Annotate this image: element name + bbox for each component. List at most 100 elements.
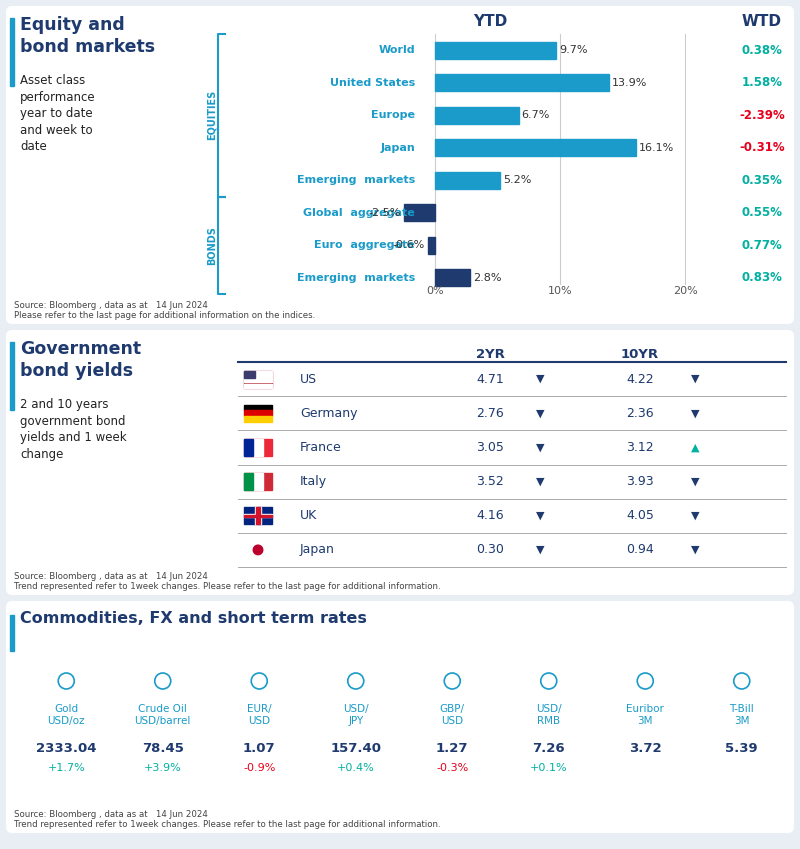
Text: 0.35%: 0.35% bbox=[742, 174, 782, 187]
Text: Government
bond yields: Government bond yields bbox=[20, 340, 141, 380]
Text: Crude Oil: Crude Oil bbox=[138, 704, 187, 714]
Text: Commodities, FX and short term rates: Commodities, FX and short term rates bbox=[20, 611, 367, 626]
Bar bbox=[244, 439, 262, 456]
Text: 3.05: 3.05 bbox=[476, 441, 504, 454]
Text: 2333.04: 2333.04 bbox=[36, 743, 97, 756]
Text: ▼: ▼ bbox=[536, 545, 544, 555]
Text: 5.39: 5.39 bbox=[726, 743, 758, 756]
Text: GBP/: GBP/ bbox=[440, 704, 465, 714]
Text: 4.22: 4.22 bbox=[626, 373, 654, 385]
Text: 2.8%: 2.8% bbox=[473, 273, 502, 283]
Text: 0.55%: 0.55% bbox=[742, 206, 782, 219]
Bar bbox=[255, 507, 261, 524]
Bar bbox=[244, 381, 272, 382]
Bar bbox=[244, 376, 272, 377]
Text: ▼: ▼ bbox=[690, 476, 699, 486]
FancyBboxPatch shape bbox=[6, 6, 794, 324]
Bar bbox=[244, 379, 272, 380]
Bar bbox=[435, 107, 518, 124]
Bar bbox=[435, 42, 556, 59]
Text: UK: UK bbox=[300, 509, 318, 522]
Text: US: US bbox=[300, 373, 317, 385]
Text: 1.07: 1.07 bbox=[243, 743, 275, 756]
Text: 1.58%: 1.58% bbox=[742, 76, 782, 89]
Bar bbox=[10, 342, 14, 410]
Text: World: World bbox=[378, 45, 415, 55]
Text: 0%: 0% bbox=[426, 286, 444, 296]
Text: France: France bbox=[300, 441, 342, 454]
Text: 78.45: 78.45 bbox=[142, 743, 184, 756]
Text: ▼: ▼ bbox=[536, 374, 544, 384]
Text: EQUITIES: EQUITIES bbox=[207, 90, 217, 140]
Bar bbox=[244, 542, 272, 559]
Text: USD: USD bbox=[248, 716, 270, 726]
Bar bbox=[427, 237, 435, 254]
Text: BONDS: BONDS bbox=[207, 226, 217, 265]
Text: ▼: ▼ bbox=[690, 511, 699, 520]
Text: 20%: 20% bbox=[673, 286, 698, 296]
Bar bbox=[244, 473, 254, 490]
Bar bbox=[244, 507, 272, 524]
Text: USD/oz: USD/oz bbox=[47, 716, 85, 726]
Text: ▼: ▼ bbox=[536, 442, 544, 453]
Text: ▲: ▲ bbox=[690, 442, 699, 453]
Text: Japan: Japan bbox=[300, 543, 335, 556]
Bar bbox=[244, 370, 272, 372]
Text: USD/barrel: USD/barrel bbox=[134, 716, 191, 726]
Text: ▼: ▼ bbox=[536, 476, 544, 486]
Text: 2YR: 2YR bbox=[475, 348, 505, 361]
Bar bbox=[244, 439, 254, 456]
Text: EUR/: EUR/ bbox=[247, 704, 271, 714]
Bar bbox=[10, 18, 14, 86]
FancyBboxPatch shape bbox=[6, 330, 794, 595]
Text: -0.31%: -0.31% bbox=[739, 141, 785, 155]
Bar bbox=[244, 410, 272, 416]
Text: 0.30: 0.30 bbox=[476, 543, 504, 556]
Bar bbox=[244, 514, 272, 517]
Bar bbox=[244, 439, 272, 456]
Text: -0.6%: -0.6% bbox=[392, 240, 425, 250]
Text: Gold: Gold bbox=[54, 704, 78, 714]
Text: Italy: Italy bbox=[300, 475, 327, 488]
Text: YTD: YTD bbox=[473, 14, 507, 29]
Text: Emerging  markets: Emerging markets bbox=[297, 175, 415, 185]
Text: 5.2%: 5.2% bbox=[503, 175, 531, 185]
Text: 3.52: 3.52 bbox=[476, 475, 504, 488]
Text: 2.36: 2.36 bbox=[626, 407, 654, 419]
Text: +0.1%: +0.1% bbox=[530, 763, 567, 773]
Text: 3.93: 3.93 bbox=[626, 475, 654, 488]
Text: Euribor: Euribor bbox=[626, 704, 664, 714]
Text: Germany: Germany bbox=[300, 407, 358, 419]
Text: Global  aggregate: Global aggregate bbox=[303, 208, 415, 217]
Text: -2.39%: -2.39% bbox=[739, 109, 785, 121]
Text: USD/: USD/ bbox=[343, 704, 369, 714]
Text: 13.9%: 13.9% bbox=[612, 78, 647, 87]
Text: WTD: WTD bbox=[742, 14, 782, 29]
Bar bbox=[10, 615, 14, 651]
Text: 4.16: 4.16 bbox=[476, 509, 504, 522]
Text: Equity and
bond markets: Equity and bond markets bbox=[20, 16, 155, 55]
Text: Europe: Europe bbox=[371, 110, 415, 121]
Bar bbox=[244, 405, 272, 410]
Text: USD: USD bbox=[441, 716, 463, 726]
Text: 0.77%: 0.77% bbox=[742, 239, 782, 252]
Text: 16.1%: 16.1% bbox=[639, 143, 674, 153]
Text: USD/: USD/ bbox=[536, 704, 562, 714]
Text: 10%: 10% bbox=[548, 286, 572, 296]
Text: -0.3%: -0.3% bbox=[436, 763, 468, 773]
Bar bbox=[244, 384, 272, 385]
Text: 3.12: 3.12 bbox=[626, 441, 654, 454]
Text: 2.76: 2.76 bbox=[476, 407, 504, 419]
Bar bbox=[404, 205, 435, 222]
Text: United States: United States bbox=[330, 78, 415, 87]
Text: Source: Bloomberg , data as at   14 Jun 2024
Trend represented refer to 1week ch: Source: Bloomberg , data as at 14 Jun 20… bbox=[14, 810, 441, 829]
Text: ▼: ▼ bbox=[536, 511, 544, 520]
Text: -0.9%: -0.9% bbox=[243, 763, 275, 773]
Text: RMB: RMB bbox=[537, 716, 560, 726]
Bar bbox=[244, 473, 262, 490]
Text: 6.7%: 6.7% bbox=[522, 110, 550, 121]
Text: JPY: JPY bbox=[348, 716, 363, 726]
Text: ▼: ▼ bbox=[690, 545, 699, 555]
Text: 0.94: 0.94 bbox=[626, 543, 654, 556]
Bar bbox=[244, 416, 272, 422]
